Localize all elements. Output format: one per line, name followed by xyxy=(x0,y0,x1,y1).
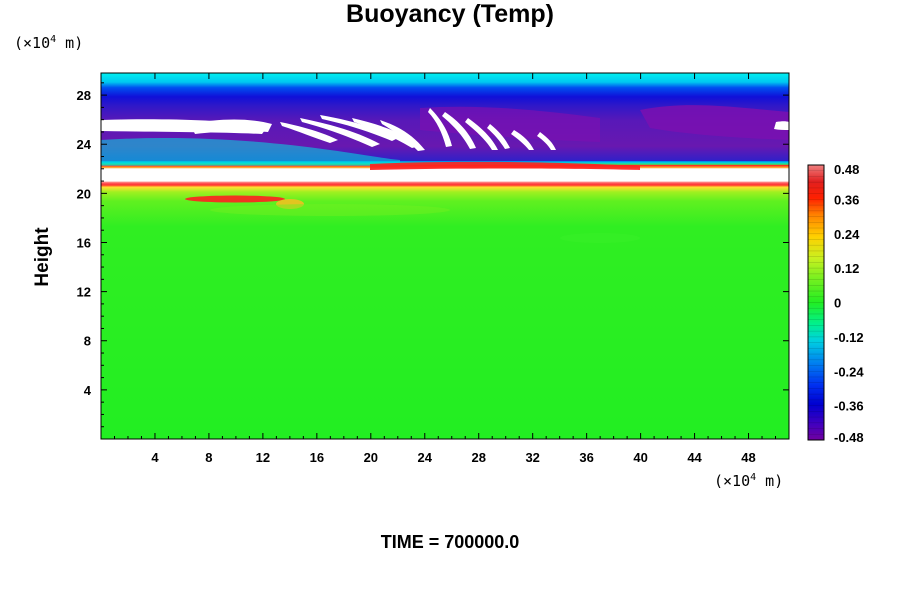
heatmap-features xyxy=(101,105,789,243)
time-stamp: TIME = 700000.0 xyxy=(380,532,520,552)
colorbar-tick-label: 0 xyxy=(834,296,841,311)
y-tick-label: 8 xyxy=(84,334,91,349)
y-axis-unit: (×104 m) xyxy=(14,34,84,52)
y-tick-label: 12 xyxy=(77,285,91,300)
x-tick-label: 40 xyxy=(633,450,647,465)
field-variation xyxy=(210,204,450,216)
saturated-streak xyxy=(320,115,398,141)
saturated-streak xyxy=(352,118,420,148)
saturated-streak xyxy=(428,108,452,147)
y-tick-label: 28 xyxy=(77,88,91,103)
x-tick-label: 44 xyxy=(687,450,702,465)
y-tick-label: 16 xyxy=(77,235,91,250)
y-axis-ticks: 4 8 12 16 20 24 28 xyxy=(77,82,789,428)
saturated-streak xyxy=(537,132,556,150)
saturated-streak xyxy=(380,120,425,151)
x-tick-label: 32 xyxy=(525,450,539,465)
colorbar-level-lines xyxy=(808,170,824,435)
colorbar-tick-label: 0.24 xyxy=(834,227,860,242)
x-axis-unit: (×104 m) xyxy=(714,472,784,490)
colorbar-tick-label: -0.12 xyxy=(834,330,864,345)
colorbar-tick-label: -0.24 xyxy=(834,364,864,379)
x-tick-label: 8 xyxy=(205,450,212,465)
x-axis-ticks: 4 8 12 16 20 24 28 32 36 40 44 48 xyxy=(113,73,777,465)
chart-title: Buoyancy (Temp) xyxy=(346,0,554,28)
colorbar-tick-label: -0.36 xyxy=(834,399,864,414)
x-tick-label: 16 xyxy=(310,450,324,465)
saturated-streak xyxy=(190,119,272,134)
x-tick-label: 36 xyxy=(579,450,593,465)
x-tick-label: 4 xyxy=(151,450,159,465)
x-tick-label: 12 xyxy=(256,450,270,465)
colorbar-tick-label: 0.12 xyxy=(834,261,859,276)
colorbar-tick-label: 0.48 xyxy=(834,162,859,177)
strong-negative-patch xyxy=(640,105,789,140)
plot-frame xyxy=(100,72,790,440)
x-tick-label: 48 xyxy=(741,450,755,465)
y-tick-label: 20 xyxy=(77,186,91,201)
saturated-streak xyxy=(465,118,498,150)
positive-hotspot xyxy=(185,195,285,203)
colorbar-ticks: 0.48 0.36 0.24 0.12 0 -0.12 -0.24 -0.36 -0.48 xyxy=(834,162,864,445)
y-tick-label: 4 xyxy=(84,383,92,398)
saturated-streak xyxy=(280,122,338,143)
colorbar-tick-label: -0.48 xyxy=(834,430,864,445)
x-tick-label: 28 xyxy=(471,450,485,465)
x-tick-label: 20 xyxy=(364,450,378,465)
positive-band xyxy=(370,161,640,170)
saturated-streak xyxy=(487,124,510,149)
weak-negative-tongue xyxy=(101,138,400,166)
x-tick-label: 24 xyxy=(418,450,433,465)
colorbar xyxy=(807,164,825,441)
y-tick-label: 24 xyxy=(77,137,92,152)
field-variation xyxy=(560,233,640,243)
saturated-streak xyxy=(511,130,534,150)
colorbar-tick-label: 0.36 xyxy=(834,192,859,207)
saturated-streak xyxy=(774,121,789,130)
saturated-streak xyxy=(300,118,380,147)
saturated-streak xyxy=(442,112,476,149)
